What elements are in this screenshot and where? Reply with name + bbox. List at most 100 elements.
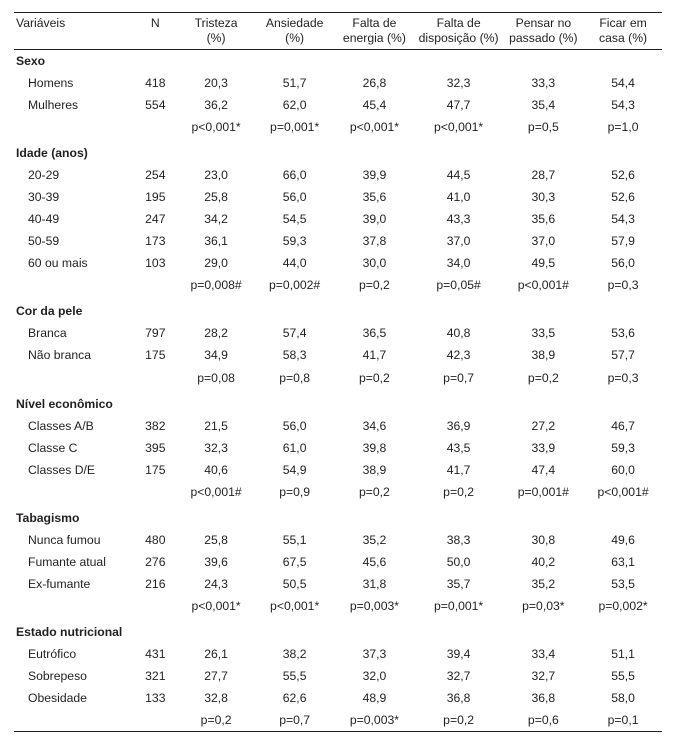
section-header: Sexo (14, 50, 662, 73)
pvalue-cell: p=0,7 (415, 367, 503, 389)
table-row: Fumante atual27639,667,545,650,040,263,1 (14, 551, 662, 573)
cell-value: 35,6 (503, 208, 585, 230)
cell-value: 21,5 (177, 415, 255, 437)
pvalue-cell: p=0,05# (415, 274, 503, 296)
pvalue-cell: p=0,2 (334, 481, 414, 503)
row-label: Nunca fumou (14, 529, 133, 551)
table-row: Classes A/B38221,556,034,636,927,246,7 (14, 415, 662, 437)
cell-value: 38,9 (503, 344, 585, 366)
row-label: Branca (14, 322, 133, 344)
pvalue-row: p<0,001*p=0,001*p<0,001*p<0,001*p=0,5p=1… (14, 116, 662, 138)
pvalue-cell: p<0,001# (584, 481, 662, 503)
row-label: 40-49 (14, 208, 133, 230)
cell-value: 47,7 (415, 94, 503, 116)
cell-value: 35,4 (503, 94, 585, 116)
pvalue-row: p<0,001#p=0,9p=0,2p=0,2p=0,001#p<0,001# (14, 481, 662, 503)
cell-value: 62,0 (255, 94, 334, 116)
row-label: Classes A/B (14, 415, 133, 437)
cell-value: 32,7 (415, 665, 503, 687)
cell-value: 63,1 (584, 551, 662, 573)
table-row: 40-4924734,254,539,043,335,654,3 (14, 208, 662, 230)
cell-value: 57,9 (584, 230, 662, 252)
row-label: Obesidade (14, 687, 133, 709)
cell-value: 40,6 (177, 459, 255, 481)
cell-value: 29,0 (177, 252, 255, 274)
pvalue-cell: p=1,0 (584, 116, 662, 138)
table-row: Sobrepeso32127,755,532,032,732,755,5 (14, 665, 662, 687)
row-label: Homens (14, 72, 133, 94)
cell-value: 32,8 (177, 687, 255, 709)
cell-value: 32,3 (415, 72, 503, 94)
cell-value: 49,5 (503, 252, 585, 274)
pvalue-cell: p=0,003* (334, 595, 414, 617)
cell-value: 57,7 (584, 344, 662, 366)
col-subheader-variaveis (14, 31, 133, 50)
col-header-pensar-passado: Pensar no (503, 13, 585, 32)
cell-value: 50,0 (415, 551, 503, 573)
row-n: 382 (133, 415, 177, 437)
table-row: Classe C39532,361,039,843,533,959,3 (14, 437, 662, 459)
pvalue-cell: p<0,001* (177, 595, 255, 617)
row-n: 797 (133, 322, 177, 344)
cell-value: 35,2 (334, 529, 414, 551)
table-row: Não branca17534,958,341,742,338,957,7 (14, 344, 662, 366)
cell-value: 40,2 (503, 551, 585, 573)
table-row: 20-2925423,066,039,944,528,752,6 (14, 164, 662, 186)
row-label: 30-39 (14, 186, 133, 208)
col-header-n: N (133, 13, 177, 32)
cell-value: 42,3 (415, 344, 503, 366)
cell-value: 32,0 (334, 665, 414, 687)
cell-value: 54,4 (584, 72, 662, 94)
row-label: Fumante atual (14, 551, 133, 573)
pvalue-cell: p=0,2 (415, 709, 503, 732)
pvalue-cell: p<0,001* (255, 595, 334, 617)
cell-value: 28,7 (503, 164, 585, 186)
cell-value: 26,8 (334, 72, 414, 94)
cell-value: 59,3 (255, 230, 334, 252)
cell-value: 47,4 (503, 459, 585, 481)
row-n: 321 (133, 665, 177, 687)
row-n: 216 (133, 573, 177, 595)
cell-value: 25,8 (177, 186, 255, 208)
cell-value: 53,5 (584, 573, 662, 595)
cell-value: 56,0 (255, 415, 334, 437)
cell-value: 67,5 (255, 551, 334, 573)
cell-value: 49,6 (584, 529, 662, 551)
cell-value: 36,8 (415, 687, 503, 709)
cell-value: 33,3 (503, 72, 585, 94)
cell-value: 62,6 (255, 687, 334, 709)
cell-value: 31,8 (334, 573, 414, 595)
row-n: 254 (133, 164, 177, 186)
table-row: 30-3919525,856,035,641,030,352,6 (14, 186, 662, 208)
cell-value: 27,2 (503, 415, 585, 437)
table-row: 50-5917336,159,337,837,037,057,9 (14, 230, 662, 252)
cell-value: 60,0 (584, 459, 662, 481)
cell-value: 61,0 (255, 437, 334, 459)
cell-value: 28,2 (177, 322, 255, 344)
cell-value: 38,2 (255, 643, 334, 665)
row-n: 431 (133, 643, 177, 665)
row-n: 418 (133, 72, 177, 94)
cell-value: 38,3 (415, 529, 503, 551)
row-label: 20-29 (14, 164, 133, 186)
pvalue-cell: p=0,1 (584, 709, 662, 732)
cell-value: 35,6 (334, 186, 414, 208)
table-container: Variáveis N Tristeza Ansiedade Falta de … (0, 0, 676, 750)
row-n: 195 (133, 186, 177, 208)
table-body: SexoHomens41820,351,726,832,333,354,4Mul… (14, 50, 662, 732)
pvalue-cell: p=0,001* (415, 595, 503, 617)
cell-value: 36,8 (503, 687, 585, 709)
cell-value: 58,3 (255, 344, 334, 366)
row-label: Classes D/E (14, 459, 133, 481)
row-label: Classe C (14, 437, 133, 459)
row-n: 480 (133, 529, 177, 551)
cell-value: 55,5 (584, 665, 662, 687)
pvalue-cell: p<0,001# (503, 274, 585, 296)
pvalue-row: p=0,08p=0,8p=0,2p=0,7p=0,2p=0,3 (14, 367, 662, 389)
cell-value: 39,4 (415, 643, 503, 665)
cell-value: 44,0 (255, 252, 334, 274)
cell-value: 45,6 (334, 551, 414, 573)
pvalue-cell: p=0,9 (255, 481, 334, 503)
pvalue-cell: p<0,001* (334, 116, 414, 138)
row-n: 175 (133, 459, 177, 481)
